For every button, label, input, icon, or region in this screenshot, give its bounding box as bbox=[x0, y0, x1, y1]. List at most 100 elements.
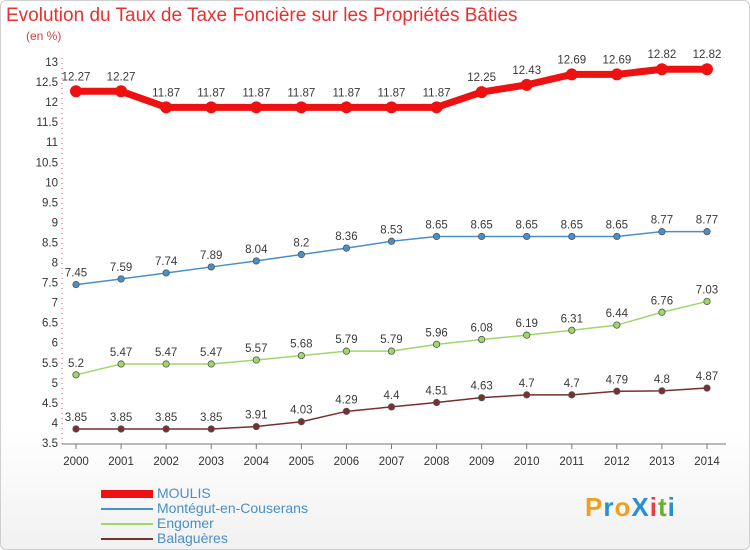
label-layer: 12.27 12.27 11.87 11.87 11.87 11.87 11.87 11.87… bbox=[62, 49, 722, 424]
data-point-engomer bbox=[117, 360, 125, 368]
data-point-balagueres bbox=[387, 403, 396, 411]
x-tick-label: 2002 bbox=[153, 456, 179, 468]
data-label-engomer: 5.57 bbox=[245, 343, 267, 355]
proxiti-logo: ProXiti bbox=[585, 492, 676, 523]
data-label-moulis: 11.87 bbox=[152, 87, 180, 99]
data-point-moulis bbox=[701, 63, 713, 76]
y-tick-label: 9.5 bbox=[42, 197, 58, 209]
data-label-balagueres: 4.4 bbox=[384, 390, 401, 402]
data-label-montegut-en-couserans: 8.65 bbox=[425, 219, 447, 231]
data-label-balagueres: 3.85 bbox=[65, 412, 87, 424]
data-point-montegut-en-couserans bbox=[72, 280, 80, 289]
data-label-moulis: 12.82 bbox=[648, 49, 677, 61]
legend-label: MOULIS bbox=[157, 485, 211, 501]
data-point-montegut-en-couserans bbox=[297, 250, 305, 259]
x-tick-label: 2014 bbox=[694, 456, 720, 468]
data-point-montegut-en-couserans bbox=[162, 269, 170, 277]
x-tick-label: 2011 bbox=[559, 456, 584, 468]
data-label-engomer: 5.68 bbox=[290, 339, 312, 351]
data-label-montegut-en-couserans: 8.65 bbox=[561, 219, 583, 231]
data-label-balagueres: 4.7 bbox=[519, 378, 535, 390]
logo-letter: i bbox=[649, 492, 658, 522]
data-label-engomer: 6.19 bbox=[516, 318, 538, 330]
data-point-engomer bbox=[523, 331, 531, 339]
data-point-moulis bbox=[160, 101, 173, 114]
x-tick-label: 2006 bbox=[334, 456, 360, 468]
data-label-moulis: 12.27 bbox=[107, 71, 136, 83]
data-point-balagueres bbox=[207, 425, 215, 433]
data-point-balagueres bbox=[72, 425, 80, 433]
data-point-engomer bbox=[703, 297, 711, 306]
data-point-balagueres bbox=[162, 425, 170, 433]
data-point-balagueres bbox=[568, 391, 576, 399]
data-point-balagueres bbox=[523, 391, 531, 399]
legend-label: Balaguères bbox=[157, 530, 228, 546]
legend-swatch bbox=[101, 490, 153, 498]
data-point-moulis bbox=[340, 101, 353, 114]
x-tick-label: 2012 bbox=[604, 456, 630, 468]
logo-letter: P bbox=[585, 492, 604, 522]
data-label-montegut-en-couserans: 8.77 bbox=[651, 215, 673, 227]
data-point-engomer bbox=[207, 360, 215, 368]
data-label-moulis: 12.82 bbox=[693, 49, 722, 61]
data-label-moulis: 12.69 bbox=[557, 54, 586, 66]
data-point-moulis bbox=[115, 85, 128, 98]
y-tick-label: 3.5 bbox=[42, 438, 58, 450]
data-label-montegut-en-couserans: 8.77 bbox=[696, 215, 718, 227]
data-point-engomer bbox=[432, 340, 441, 348]
x-tick-label: 2010 bbox=[514, 456, 540, 468]
data-label-balagueres: 3.85 bbox=[200, 412, 222, 424]
data-label-engomer: 6.08 bbox=[470, 323, 492, 335]
data-label-montegut-en-couserans: 7.59 bbox=[110, 262, 132, 274]
data-label-engomer: 6.31 bbox=[561, 313, 583, 325]
data-point-engomer bbox=[613, 321, 621, 329]
legend-label: Montégut-en-Couserans bbox=[157, 500, 308, 516]
data-point-moulis bbox=[250, 101, 263, 114]
data-point-engomer bbox=[658, 308, 666, 316]
logo-letter: i bbox=[667, 492, 676, 522]
data-label-engomer: 5.47 bbox=[110, 347, 132, 359]
y-tick-label: 7 bbox=[52, 298, 58, 310]
data-point-engomer bbox=[72, 371, 80, 379]
data-label-moulis: 11.87 bbox=[378, 87, 406, 99]
x-tick-label: 2000 bbox=[63, 456, 89, 468]
data-point-balagueres bbox=[478, 394, 486, 402]
x-tick-label: 2005 bbox=[289, 456, 315, 468]
data-label-engomer: 5.2 bbox=[68, 358, 84, 370]
data-label-balagueres: 4.03 bbox=[290, 405, 312, 417]
data-label-montegut-en-couserans: 8.2 bbox=[293, 238, 309, 250]
data-label-balagueres: 3.91 bbox=[245, 410, 267, 422]
data-point-balagueres bbox=[658, 387, 666, 395]
data-point-balagueres bbox=[252, 422, 260, 431]
data-label-engomer: 5.47 bbox=[155, 347, 177, 359]
data-point-montegut-en-couserans bbox=[658, 228, 666, 236]
data-label-engomer: 7.03 bbox=[696, 284, 718, 296]
data-label-moulis: 11.87 bbox=[332, 87, 360, 99]
data-point-balagueres bbox=[342, 407, 351, 415]
y-tick-label: 12 bbox=[45, 97, 58, 109]
legend-swatch bbox=[101, 538, 153, 540]
x-tick-label: 2004 bbox=[243, 456, 269, 468]
data-label-moulis: 11.87 bbox=[423, 87, 451, 99]
data-label-balagueres: 4.63 bbox=[470, 381, 492, 393]
legend-swatch bbox=[101, 523, 153, 525]
data-label-moulis: 12.69 bbox=[602, 54, 631, 66]
data-label-montegut-en-couserans: 8.04 bbox=[245, 244, 268, 256]
data-label-balagueres: 3.85 bbox=[110, 412, 132, 424]
data-label-montegut-en-couserans: 8.65 bbox=[470, 219, 492, 231]
data-label-montegut-en-couserans: 8.65 bbox=[606, 219, 628, 231]
y-tick-label: 7.5 bbox=[42, 278, 58, 290]
data-point-balagueres bbox=[613, 387, 621, 395]
legend-label: Engomer bbox=[157, 515, 214, 531]
data-label-moulis: 11.87 bbox=[287, 87, 315, 99]
data-label-balagueres: 4.79 bbox=[606, 374, 628, 386]
data-label-montegut-en-couserans: 8.36 bbox=[335, 231, 357, 243]
data-point-engomer bbox=[387, 347, 396, 355]
data-label-balagueres: 4.7 bbox=[564, 378, 580, 390]
y-tick-label: 4.5 bbox=[42, 398, 58, 410]
data-label-moulis: 11.87 bbox=[242, 87, 270, 99]
data-label-montegut-en-couserans: 8.53 bbox=[380, 224, 402, 236]
data-point-moulis bbox=[520, 78, 533, 91]
